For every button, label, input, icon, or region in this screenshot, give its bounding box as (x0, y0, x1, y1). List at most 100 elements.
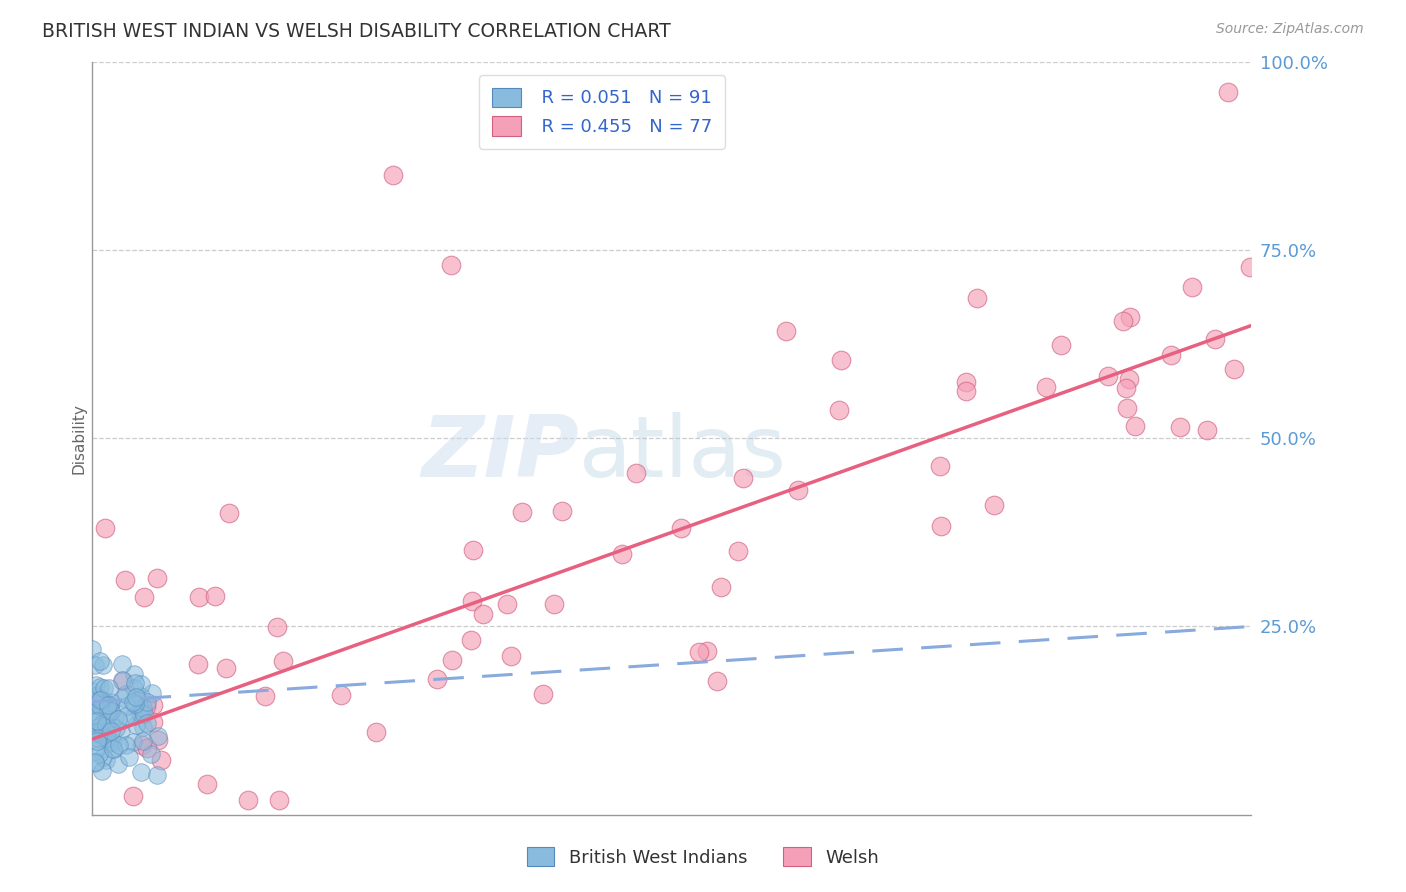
Point (830, 352, 852, 367)
Point (733, 470, 755, 484)
Point (91, 750, 114, 764)
Point (1204, 332, 1226, 346)
Point (827, 403, 849, 417)
Point (148, 732, 170, 747)
Point (135, 699, 157, 714)
Text: BRITISH WEST INDIAN VS WELSH DISABILITY CORRELATION CHART: BRITISH WEST INDIAN VS WELSH DISABILITY … (42, 22, 671, 41)
Point (115, 709, 138, 723)
Point (122, 681, 145, 695)
Point (90, 728, 112, 742)
Point (1195, 423, 1218, 437)
Point (931, 519, 953, 533)
Point (382, 168, 405, 182)
Point (775, 324, 797, 338)
Point (146, 768, 169, 782)
Point (463, 543, 485, 558)
Point (100, 724, 122, 739)
Point (83, 743, 105, 757)
Point (1168, 420, 1191, 434)
Point (111, 690, 134, 705)
Point (136, 740, 159, 755)
Point (364, 724, 387, 739)
Point (218, 507, 240, 521)
Point (111, 657, 134, 672)
Point (93, 730, 115, 744)
Point (87, 747, 110, 761)
Point (87, 731, 110, 745)
Point (440, 653, 463, 667)
Point (471, 607, 494, 621)
Point (612, 547, 634, 561)
Point (107, 713, 129, 727)
Point (128, 706, 150, 720)
Point (1115, 380, 1137, 394)
Point (706, 673, 728, 688)
Point (131, 764, 153, 779)
Point (86, 734, 108, 748)
Point (89, 695, 111, 709)
Point (115, 698, 138, 713)
Point (101, 742, 124, 756)
Point (727, 544, 749, 558)
Point (136, 695, 159, 709)
Point (96, 753, 118, 767)
Point (94, 710, 117, 724)
Point (91, 658, 114, 673)
Point (93, 681, 115, 695)
Point (97, 698, 120, 713)
Point (110, 723, 132, 738)
Point (128, 700, 150, 714)
Point (86, 714, 108, 728)
Text: atlas: atlas (579, 412, 787, 495)
Point (121, 789, 143, 803)
Point (1123, 418, 1146, 433)
Point (1181, 280, 1204, 294)
Point (90, 692, 112, 706)
Point (89, 723, 111, 738)
Point (929, 458, 952, 473)
Point (89, 680, 111, 694)
Point (132, 707, 155, 722)
Point (105, 721, 128, 735)
Point (86, 725, 108, 739)
Point (103, 742, 125, 756)
Point (1097, 368, 1119, 383)
Point (122, 709, 145, 723)
Point (87, 727, 110, 741)
Point (1119, 310, 1142, 325)
Point (267, 792, 290, 806)
Point (97, 681, 120, 695)
Point (1049, 338, 1071, 352)
Point (142, 715, 165, 730)
Point (129, 677, 152, 691)
Point (80, 641, 103, 656)
Point (188, 590, 211, 604)
Point (89, 693, 111, 707)
Point (955, 376, 977, 390)
Point (114, 573, 136, 587)
Point (187, 657, 209, 672)
Point (983, 498, 1005, 512)
Point (115, 738, 138, 752)
Point (131, 720, 153, 734)
Legend: British West Indians, Welsh: British West Indians, Welsh (520, 840, 886, 874)
Point (440, 258, 463, 272)
Point (80, 683, 103, 698)
Point (93, 723, 115, 737)
Point (238, 792, 260, 806)
Point (253, 689, 276, 703)
Point (82, 704, 104, 718)
Point (787, 483, 810, 497)
Point (125, 718, 148, 732)
Point (136, 715, 159, 730)
Point (83, 756, 105, 770)
Point (696, 644, 718, 658)
Point (112, 674, 135, 689)
Point (129, 690, 152, 704)
Point (461, 594, 484, 608)
Point (98, 698, 121, 713)
Point (426, 673, 449, 687)
Point (111, 673, 134, 688)
Point (496, 597, 519, 611)
Point (87, 725, 110, 739)
